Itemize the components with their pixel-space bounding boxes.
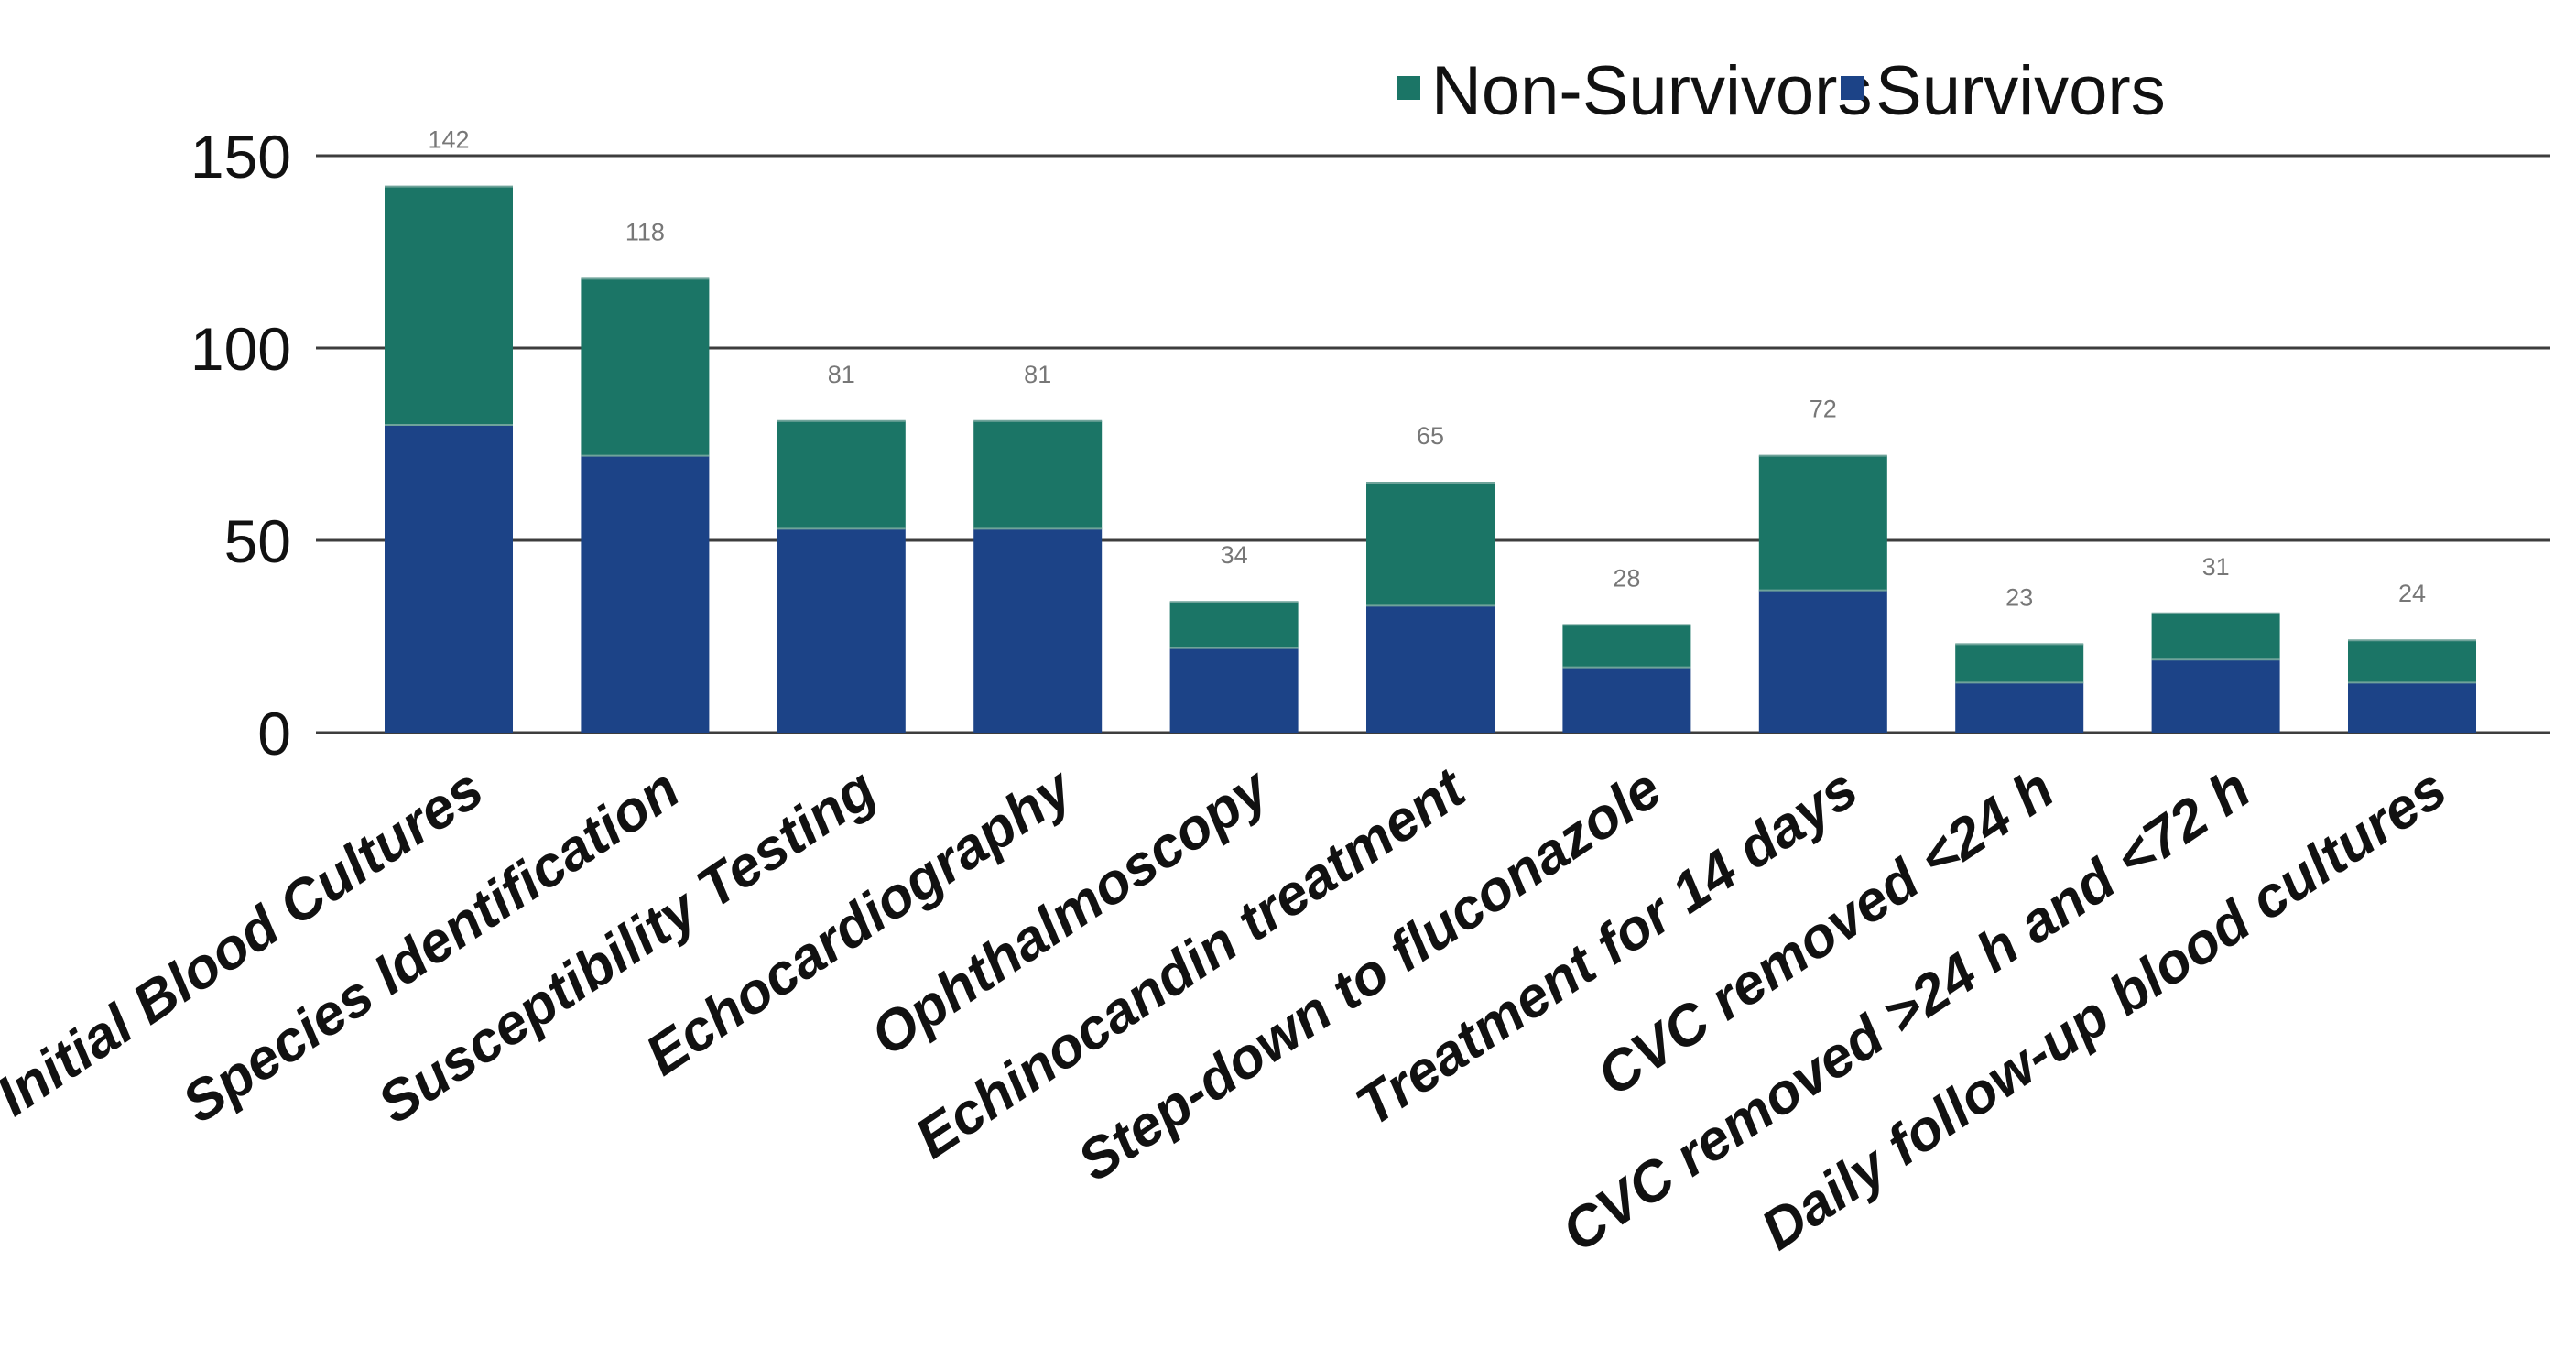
bar-survivors [1758, 590, 1887, 733]
bar-survivors [581, 455, 710, 733]
total-label: 81 [828, 361, 855, 388]
total-label: 34 [1221, 541, 1248, 569]
y-tick-label: 0 [257, 700, 291, 767]
total-label: 81 [1024, 361, 1051, 388]
y-tick-label: 50 [224, 507, 291, 575]
bar-non-survivors [2348, 640, 2476, 683]
bar-non-survivors [1955, 644, 2084, 683]
total-label: 31 [2202, 553, 2230, 581]
bars [385, 185, 2476, 733]
bar-non-survivors [777, 420, 906, 529]
bar-survivors [1366, 605, 1495, 733]
bar-survivors [1169, 647, 1299, 733]
bar-survivors [1955, 682, 2084, 733]
bar-survivors [777, 528, 906, 733]
total-label: 118 [625, 218, 665, 245]
total-labels: 142 118 81 81 34 65 28 72 23 31 24 [428, 126, 2426, 612]
bar-survivors [2348, 682, 2476, 733]
bar-survivors [1562, 667, 1691, 733]
legend-label: Survivors [1875, 52, 2166, 130]
legend-survivors: Survivors [1841, 52, 2166, 130]
bar-survivors [973, 528, 1103, 733]
legend-swatch [1841, 76, 1864, 100]
legend-label: Non-Survivors [1431, 52, 1872, 130]
y-tick-label: 150 [190, 123, 291, 190]
bar-non-survivors [1366, 483, 1495, 606]
bar-non-survivors [1562, 625, 1691, 668]
total-label: 65 [1417, 422, 1444, 450]
legend: Non-Survivors Survivors [1397, 52, 2166, 130]
bar-non-survivors [581, 278, 710, 456]
y-tick-label: 100 [190, 315, 291, 383]
bar-non-survivors [973, 420, 1103, 529]
legend-swatch [1397, 76, 1420, 100]
bar-non-survivors [385, 186, 513, 425]
y-axis-ticks: 0 50 100 150 [190, 123, 291, 767]
bar-non-survivors [1758, 455, 1887, 591]
total-label: 28 [1613, 564, 1640, 592]
total-label: 72 [1810, 396, 1837, 423]
bar-survivors [2151, 659, 2280, 733]
bar-non-survivors [2151, 613, 2280, 660]
total-label: 142 [428, 126, 469, 154]
total-label: 23 [2005, 583, 2033, 611]
bar-survivors [385, 425, 513, 733]
legend-non-survivors: Non-Survivors [1397, 52, 1872, 130]
total-label: 24 [2398, 580, 2426, 607]
bar-non-survivors [1169, 602, 1299, 648]
